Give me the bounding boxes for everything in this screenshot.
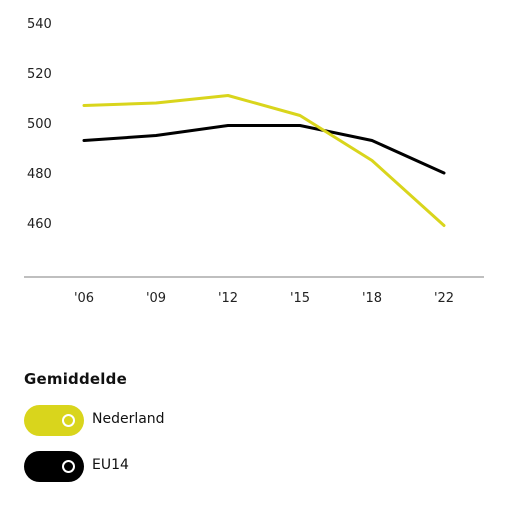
toggle-on-icon[interactable] (24, 451, 84, 482)
legend-item-eu14[interactable]: EU14 (24, 451, 165, 482)
legend-item-nederland[interactable]: Nederland (24, 405, 165, 436)
toggle-knob (62, 414, 75, 427)
y-axis-ticks: 540 520 500 480 460 (27, 17, 52, 232)
y-tick-label: 500 (27, 117, 52, 132)
y-tick-label: 480 (27, 167, 52, 182)
x-tick-label: '18 (362, 291, 382, 306)
y-tick-label: 520 (27, 67, 52, 82)
line-chart: 540 520 500 480 460 '06 '09 '12 '15 '18 '22 (24, 17, 484, 306)
toggle-knob (62, 460, 75, 473)
legend-title: Gemiddelde (24, 370, 127, 388)
series-line-nederland (82, 94, 446, 227)
x-axis-ticks: '06 '09 '12 '15 '18 '22 (74, 291, 454, 306)
legend-label-nederland: Nederland (92, 410, 165, 427)
x-tick-label: '06 (74, 291, 94, 306)
y-tick-label: 460 (27, 217, 52, 232)
series-line-eu14 (82, 124, 446, 175)
legend-label-eu14: EU14 (92, 456, 129, 473)
y-tick-label: 540 (27, 17, 52, 32)
x-tick-label: '09 (146, 291, 166, 306)
legend: Gemiddelde Nederland EU14 (24, 370, 165, 497)
x-tick-label: '15 (290, 291, 310, 306)
toggle-on-icon[interactable] (24, 405, 84, 436)
x-tick-label: '22 (434, 291, 454, 306)
x-tick-label: '12 (218, 291, 238, 306)
series-lines (82, 94, 446, 227)
